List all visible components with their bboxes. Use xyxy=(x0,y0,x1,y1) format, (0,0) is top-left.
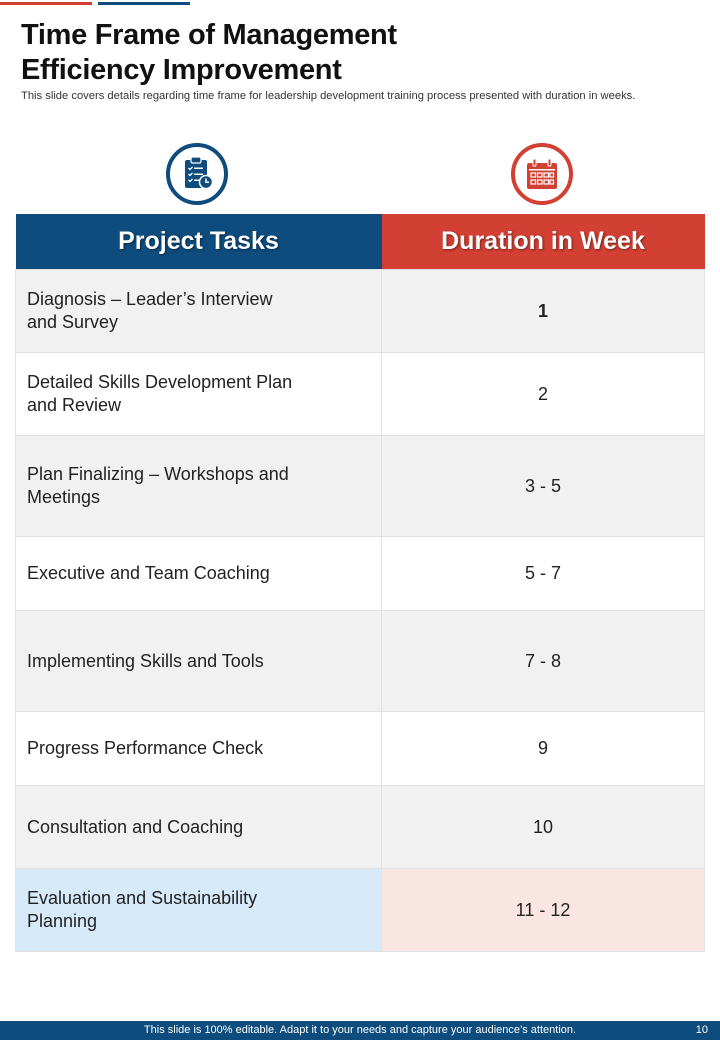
duration-cell: 10 xyxy=(381,785,705,869)
task-cell: Detailed Skills Development Plan and Rev… xyxy=(15,352,382,436)
header-duration: Duration in Week xyxy=(381,214,705,270)
title-line-2: Efficiency Improvement xyxy=(21,54,342,86)
duration-cell: 1 xyxy=(381,269,705,353)
title-line-1: Time Frame of Management xyxy=(21,19,397,51)
duration-cell: 9 xyxy=(381,711,705,786)
page-title: Time Frame of Management Efficiency Impr… xyxy=(21,18,397,88)
table-row: Implementing Skills and Tools 7 - 8 xyxy=(15,610,705,712)
duration-cell: 5 - 7 xyxy=(381,536,705,611)
table-row: Plan Finalizing – Workshops and Meetings… xyxy=(15,435,705,537)
clipboard-icon xyxy=(166,143,228,205)
task-cell: Consultation and Coaching xyxy=(15,785,382,869)
calendar-icon xyxy=(511,143,573,205)
task-cell: Evaluation and Sustainability Planning xyxy=(15,868,382,952)
task-cell: Implementing Skills and Tools xyxy=(15,610,382,712)
footer-text: This slide is 100% editable. Adapt it to… xyxy=(143,1024,577,1036)
footer-bar: This slide is 100% editable. Adapt it to… xyxy=(0,1021,720,1040)
duration-cell: 7 - 8 xyxy=(381,610,705,712)
accent-bar-red xyxy=(0,2,92,5)
page-subtitle: This slide covers details regarding time… xyxy=(21,90,636,102)
page-number: 10 xyxy=(695,1024,708,1036)
timeframe-table: Project Tasks Duration in Week Diagnosis… xyxy=(15,214,705,952)
duration-cell: 2 xyxy=(381,352,705,436)
task-cell: Executive and Team Coaching xyxy=(15,536,382,611)
header-project-tasks: Project Tasks xyxy=(15,214,382,270)
accent-bar-blue xyxy=(98,2,190,5)
duration-cell: 11 - 12 xyxy=(381,868,705,952)
table-row: Diagnosis – Leader’s Interview and Surve… xyxy=(15,269,705,353)
task-cell: Progress Performance Check xyxy=(15,711,382,786)
table-row: Executive and Team Coaching 5 - 7 xyxy=(15,536,705,611)
table-row-highlighted: Evaluation and Sustainability Planning 1… xyxy=(15,868,705,952)
table-header-row: Project Tasks Duration in Week xyxy=(15,214,705,270)
task-cell: Diagnosis – Leader’s Interview and Surve… xyxy=(15,269,382,353)
table-row: Detailed Skills Development Plan and Rev… xyxy=(15,352,705,436)
duration-cell: 3 - 5 xyxy=(381,435,705,537)
task-cell: Plan Finalizing – Workshops and Meetings xyxy=(15,435,382,537)
table-row: Consultation and Coaching 10 xyxy=(15,785,705,869)
table-row: Progress Performance Check 9 xyxy=(15,711,705,786)
